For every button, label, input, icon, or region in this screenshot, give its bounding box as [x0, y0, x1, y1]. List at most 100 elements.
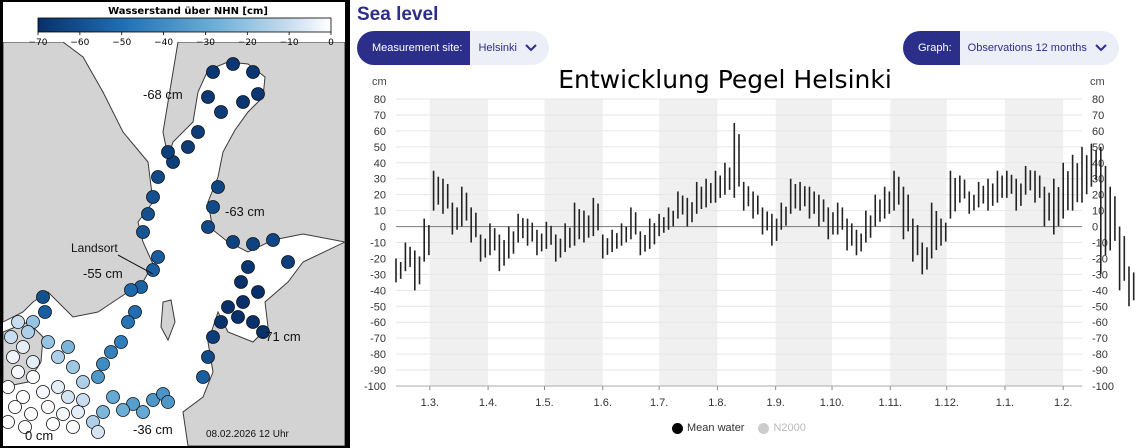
- label-landsort-name: Landsort: [71, 241, 118, 255]
- station-marker: [214, 315, 228, 329]
- y-tick-label-right: 80: [1092, 94, 1104, 106]
- site-label: Measurement site:: [357, 31, 471, 65]
- station-marker: [6, 350, 20, 364]
- x-tick-label: 1.11.: [878, 397, 902, 409]
- label-north: -68 cm: [143, 87, 183, 102]
- station-marker: [36, 385, 50, 399]
- x-tick-label: 1.10.: [820, 397, 844, 409]
- legend-mean-label: Mean water: [687, 422, 745, 434]
- station-marker: [41, 335, 55, 349]
- x-tick-labels: 1.3. 1.4. 1.5. 1.6. 1.7. 1.8. 1.9. 1.10. 1.11. 1.…: [396, 385, 1082, 409]
- y-tick-label-left: -80: [370, 349, 386, 361]
- x-tick-label: 1.8.: [708, 397, 726, 409]
- station-marker: [76, 393, 90, 407]
- station-marker: [3, 380, 15, 394]
- y-tick-labels: 80 80 70 70 60 60 50 50 40 40 30 30 20 20 10 10 0 0 -10 -10…: [364, 94, 1114, 393]
- station-marker: [181, 140, 195, 154]
- station-marker: [126, 397, 140, 411]
- station-marker: [201, 90, 215, 104]
- legend-n2000[interactable]: N2000: [758, 422, 806, 434]
- page-title: Sea level: [357, 4, 439, 25]
- station-marker: [38, 305, 52, 319]
- station-marker: [121, 315, 135, 329]
- graph-select[interactable]: Graph: Observations 12 months: [903, 31, 1119, 65]
- colorbar-tick-label: −20: [238, 38, 257, 48]
- station-marker: [146, 393, 160, 407]
- station-marker: [51, 350, 65, 364]
- y-tick-label-right: 40: [1092, 158, 1104, 170]
- y-tick-label-left: -30: [370, 269, 386, 281]
- station-marker: [128, 305, 142, 319]
- y-tick-label-left: -20: [370, 253, 386, 265]
- station-marker: [71, 405, 85, 419]
- y-tick-label-right: -40: [1092, 285, 1108, 297]
- station-marker: [146, 263, 160, 277]
- y-tick-label-left: 60: [374, 126, 386, 138]
- station-marker: [161, 145, 175, 159]
- colorbar-tick-label: −50: [112, 38, 131, 48]
- y-tick-label-right: -50: [1092, 301, 1108, 313]
- station-marker: [136, 225, 150, 239]
- x-tick-label: 1.3.: [421, 397, 439, 409]
- station-marker: [96, 357, 110, 371]
- station-marker: [26, 355, 40, 369]
- chart-panel: Sea level Measurement site: Helsinki Gra…: [350, 0, 1137, 448]
- site-value: Helsinki: [478, 42, 517, 54]
- station-marker: [51, 380, 65, 394]
- colorbar-tick-label: −40: [154, 38, 173, 48]
- station-marker: [226, 235, 240, 249]
- station-marker: [246, 65, 260, 79]
- station-marker: [36, 290, 50, 304]
- station-marker: [8, 400, 22, 414]
- y-tick-label-left: 80: [374, 94, 386, 106]
- x-tick-label: 1.6.: [594, 397, 612, 409]
- sea-level-chart: Entwicklung Pegel Helsinki cm cm 80 80 70 7…: [364, 65, 1135, 409]
- station-marker: [146, 190, 160, 204]
- station-marker: [231, 310, 245, 324]
- y-tick-label-right: 20: [1092, 190, 1104, 202]
- station-marker: [214, 105, 228, 119]
- station-marker: [26, 370, 40, 384]
- legend-dot-n2000: [758, 422, 770, 434]
- y-tick-label-left: -90: [370, 365, 386, 377]
- label-south: -36 cm: [133, 422, 173, 437]
- station-marker: [196, 370, 210, 384]
- colorbar-ticks: −70 −60 −50 −40 −30 −20 −10 0: [29, 32, 334, 48]
- station-marker: [201, 220, 215, 234]
- gotland-land: [160, 299, 176, 342]
- station-marker: [114, 335, 128, 349]
- y-tick-label-right: 60: [1092, 126, 1104, 138]
- label-riga: -71 cm: [261, 329, 301, 344]
- map-timestamp: 08.02.2026 12 Uhr: [206, 429, 290, 440]
- station-marker: [116, 403, 130, 417]
- y-tick-label-left: -50: [370, 301, 386, 313]
- y-tick-label-right: 30: [1092, 174, 1104, 186]
- graph-value: Observations 12 months: [967, 42, 1087, 54]
- station-marker: [76, 375, 90, 389]
- station-marker: [106, 390, 120, 404]
- station-marker: [226, 57, 240, 71]
- station-marker: [41, 400, 55, 414]
- station-marker: [234, 275, 248, 289]
- chevron-down-icon: [1087, 44, 1119, 52]
- station-marker: [66, 360, 80, 374]
- station-marker: [56, 407, 70, 421]
- station-marker: [206, 330, 220, 344]
- measurement-site-select[interactable]: Measurement site: Helsinki: [357, 31, 549, 65]
- station-marker: [16, 340, 30, 354]
- station-marker: [206, 65, 220, 79]
- y-tick-label-right: -10: [1092, 238, 1108, 250]
- station-marker: [21, 325, 35, 339]
- y-tick-label-right: 10: [1092, 206, 1104, 218]
- station-marker: [11, 365, 25, 379]
- x-tick-label: 1.2.: [1054, 397, 1072, 409]
- x-tick-label: 1.7.: [650, 397, 668, 409]
- y-tick-label-left: -70: [370, 333, 386, 345]
- y-tick-label-left: 30: [374, 174, 386, 186]
- y-tick-label-left: 50: [374, 142, 386, 154]
- legend-mean-water[interactable]: Mean water: [672, 422, 744, 434]
- station-marker: [236, 95, 250, 109]
- y-axis-label-right: cm: [1090, 76, 1105, 88]
- x-tick-label: 1.12.: [934, 397, 958, 409]
- y-axis-label-left: cm: [372, 76, 387, 88]
